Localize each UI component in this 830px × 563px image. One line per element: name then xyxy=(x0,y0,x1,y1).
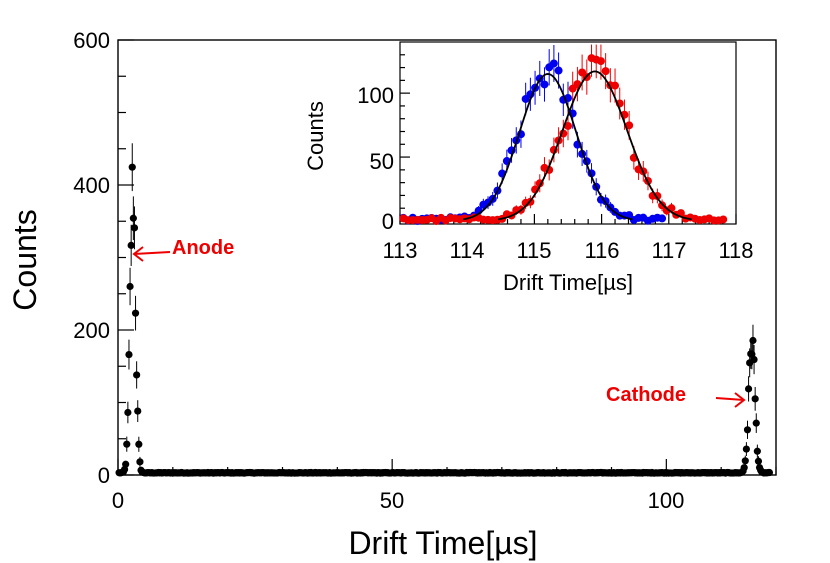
inset-fit-curves xyxy=(463,70,692,221)
main-data-point xyxy=(740,464,748,472)
main-x-tick-label: 100 xyxy=(648,488,685,513)
main-data-point xyxy=(123,440,131,448)
main-y-tick-label: 0 xyxy=(98,463,110,488)
blue-data-point xyxy=(549,59,558,68)
inset-tick-labels: 113 114 115 116 117 118 0 50 100 xyxy=(357,83,753,263)
main-data-point xyxy=(134,407,142,415)
main-data-point xyxy=(128,163,136,171)
main-y-tick-label: 200 xyxy=(73,318,110,343)
red-data-point xyxy=(601,67,610,76)
red-data-point xyxy=(611,81,620,90)
red-data-point xyxy=(658,201,667,210)
inset-fit-curve-1 xyxy=(497,70,692,221)
main-data-point xyxy=(133,371,141,379)
main-data-points xyxy=(115,143,774,477)
inset-x-tick-label: 115 xyxy=(516,238,551,263)
inset-y-tick-label: 100 xyxy=(357,83,394,108)
anode-annotation: Anode xyxy=(132,237,234,262)
main-x-tick-label: 0 xyxy=(112,488,124,513)
main-data-point xyxy=(765,468,774,477)
main-data-point xyxy=(743,426,752,434)
inset-y-tick-label: 0 xyxy=(382,209,394,234)
cathode-label: Cathode xyxy=(606,384,686,406)
anode-label: Anode xyxy=(172,237,234,259)
inset-fit-curve-0 xyxy=(463,73,633,221)
main-y-tick-label: 400 xyxy=(73,173,110,198)
main-data-point xyxy=(752,419,760,427)
red-data-point xyxy=(596,57,605,66)
main-data-point xyxy=(127,241,135,249)
main-data-point xyxy=(124,408,132,417)
main-data-point xyxy=(751,395,759,403)
inset-x-tick-label: 113 xyxy=(382,238,417,263)
main-data-point xyxy=(131,309,140,317)
inset-y-tick-label: 50 xyxy=(370,149,394,174)
main-x-axis-title: Drift Time[µs] xyxy=(348,525,537,561)
blue-data-point xyxy=(658,214,667,223)
main-y-tick-label: 600 xyxy=(73,28,110,53)
inset-x-tick-label: 116 xyxy=(584,238,619,263)
main-data-point xyxy=(744,385,753,393)
inset-y-axis-title: Counts xyxy=(303,101,328,171)
inset-x-tick-label: 114 xyxy=(449,238,484,263)
anode-arrow xyxy=(133,251,171,255)
blue-data-point xyxy=(540,80,549,89)
blue-data-point xyxy=(554,66,563,75)
main-data-point xyxy=(754,457,763,465)
inset-x-axis-title: Drift Time[µs] xyxy=(503,270,633,295)
cathode-arrow-head xyxy=(734,392,746,408)
main-data-point xyxy=(129,214,137,222)
main-data-point xyxy=(125,350,133,359)
main-data-point xyxy=(741,457,749,465)
main-data-point xyxy=(749,336,757,345)
main-data-point xyxy=(126,282,134,291)
main-data-point xyxy=(750,355,758,364)
main-x-tick-label: 50 xyxy=(380,488,404,513)
main-data-point xyxy=(136,458,144,466)
red-data-point xyxy=(719,215,728,224)
main-data-point xyxy=(753,447,761,455)
inset-x-tick-label: 117 xyxy=(651,238,686,263)
red-data-point xyxy=(564,121,572,130)
inset-data-points xyxy=(399,44,728,225)
main-data-point xyxy=(122,460,130,468)
main-data-point xyxy=(130,224,139,232)
main-tick-labels: 0 50 100 0 200 400 600 xyxy=(73,28,684,513)
cathode-arrow xyxy=(715,397,745,401)
cathode-annotation: Cathode xyxy=(606,384,746,408)
anode-arrow-head xyxy=(132,246,144,262)
inset-x-tick-label: 118 xyxy=(718,238,753,263)
red-data-point xyxy=(625,121,634,130)
main-y-axis-title: Counts xyxy=(7,209,43,310)
inset-plot-frame xyxy=(399,41,737,225)
main-data-point xyxy=(135,440,143,448)
main-data-point xyxy=(742,445,750,453)
